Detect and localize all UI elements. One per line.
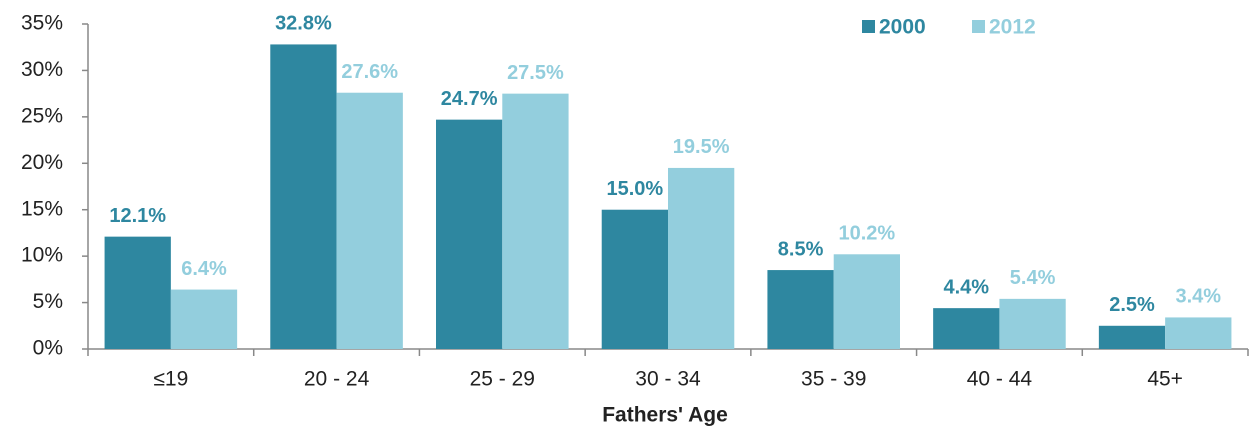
y-tick-label: 30% [21, 58, 63, 81]
y-tick-label: 5% [33, 290, 63, 313]
value-label: 27.6% [341, 61, 398, 83]
value-label: 2.5% [1109, 294, 1155, 316]
y-tick-label: 35% [21, 12, 63, 35]
value-label: 10.2% [838, 223, 895, 245]
value-label: 15.0% [606, 178, 663, 200]
bar [833, 254, 900, 349]
bar [1098, 325, 1166, 349]
y-tick-label: 25% [21, 104, 63, 127]
bar [336, 92, 403, 349]
x-tick-label: 40 - 44 [967, 368, 1033, 391]
bar [668, 167, 735, 349]
x-tick-label: 30 - 34 [635, 368, 701, 391]
bar [170, 289, 238, 349]
y-tick-label: 20% [21, 151, 63, 174]
x-tick-label: 35 - 39 [801, 368, 866, 391]
legend-swatch [972, 20, 985, 33]
bar [1165, 317, 1232, 349]
bar [933, 308, 1000, 349]
bar [270, 44, 337, 350]
value-label: 19.5% [673, 136, 730, 158]
x-tick-label: ≤19 [153, 368, 188, 391]
legend-label: 2000 [879, 16, 926, 39]
value-label: 3.4% [1175, 286, 1221, 308]
x-tick-label: 45+ [1147, 368, 1183, 391]
x-axis-title: Fathers' Age [602, 404, 728, 427]
bar [601, 209, 668, 349]
value-label: 6.4% [181, 258, 227, 280]
y-tick-label: 15% [21, 197, 63, 220]
value-label: 8.5% [778, 238, 824, 260]
x-tick-label: 25 - 29 [470, 368, 535, 391]
value-label: 27.5% [507, 62, 564, 84]
value-label: 24.7% [441, 88, 498, 110]
value-label: 4.4% [943, 276, 989, 298]
bar [999, 298, 1066, 349]
y-tick-label: 10% [21, 244, 63, 267]
y-tick-label: 0% [33, 337, 63, 360]
bar [104, 236, 171, 349]
value-label: 5.4% [1010, 267, 1056, 289]
bar [436, 119, 503, 350]
legend-swatch [862, 20, 875, 33]
x-tick-label: 20 - 24 [304, 368, 370, 391]
legend-label: 2012 [989, 16, 1036, 39]
bar [502, 93, 569, 350]
value-label: 12.1% [109, 205, 166, 227]
bar [767, 270, 834, 349]
value-label: 32.8% [275, 13, 332, 35]
